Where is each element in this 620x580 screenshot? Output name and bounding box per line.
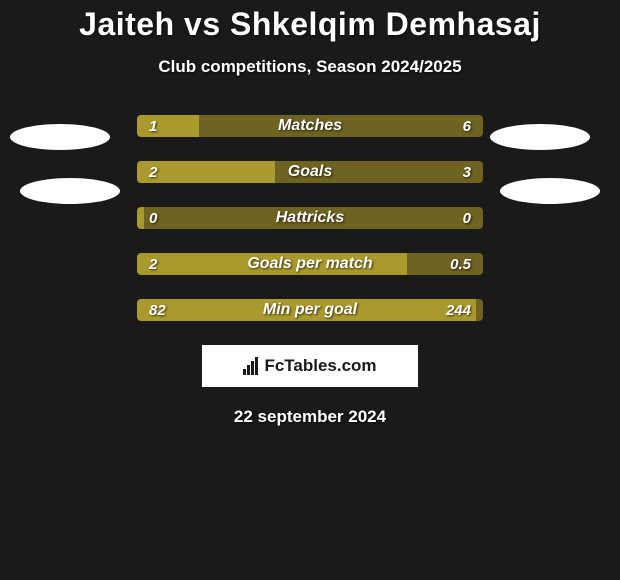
- brand-text: FcTables.com: [264, 356, 376, 376]
- stat-value-left: 2: [149, 161, 157, 183]
- stat-bar: Hattricks0 0: [137, 207, 483, 229]
- stat-bar: Goals per match2 0.5: [137, 253, 483, 275]
- stat-value-left: 82: [149, 299, 166, 321]
- stat-label: Matches: [137, 115, 483, 137]
- stat-bar: Goals2 3: [137, 161, 483, 183]
- stat-value-right: 244: [446, 299, 471, 321]
- decorative-ellipse: [10, 124, 110, 150]
- stat-value-right: 3: [463, 161, 471, 183]
- date-label: 22 september 2024: [0, 407, 620, 427]
- stat-label: Hattricks: [137, 207, 483, 229]
- stat-value-left: 2: [149, 253, 157, 275]
- decorative-ellipse: [490, 124, 590, 150]
- stat-value-right: 6: [463, 115, 471, 137]
- decorative-ellipse: [500, 178, 600, 204]
- stat-value-right: 0.5: [450, 253, 471, 275]
- stat-label: Min per goal: [137, 299, 483, 321]
- page-title: Jaiteh vs Shkelqim Demhasaj: [0, 0, 620, 43]
- decorative-ellipse: [20, 178, 120, 204]
- stat-bar: Matches1 6: [137, 115, 483, 137]
- stat-value-left: 0: [149, 207, 157, 229]
- stat-bar: Min per goal82 244: [137, 299, 483, 321]
- stat-label: Goals per match: [137, 253, 483, 275]
- subtitle: Club competitions, Season 2024/2025: [0, 57, 620, 77]
- bar-chart-icon: [243, 357, 258, 375]
- brand-badge[interactable]: FcTables.com: [202, 345, 418, 387]
- stat-value-right: 0: [463, 207, 471, 229]
- stat-value-left: 1: [149, 115, 157, 137]
- stat-label: Goals: [137, 161, 483, 183]
